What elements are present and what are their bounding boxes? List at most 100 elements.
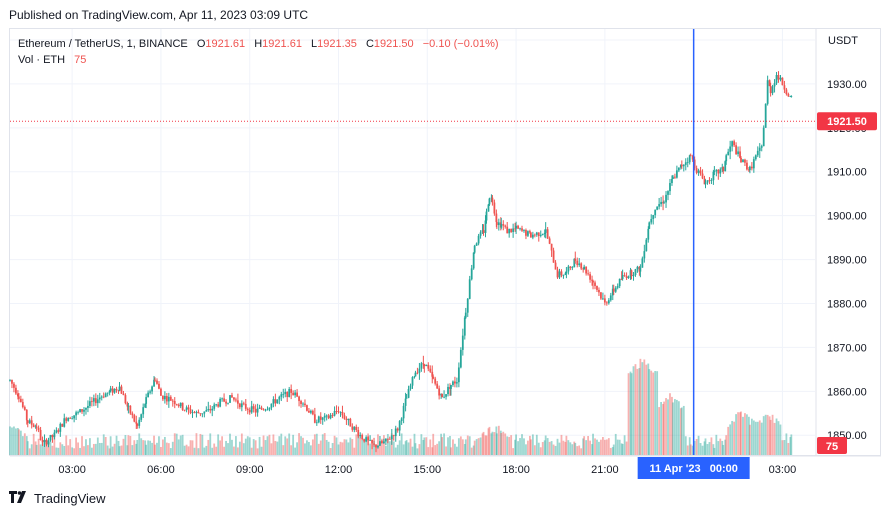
volume-bar bbox=[361, 439, 364, 455]
candle-body bbox=[580, 263, 583, 269]
volume-bar bbox=[286, 438, 289, 455]
candle-body bbox=[472, 252, 475, 269]
volume-bar bbox=[404, 441, 407, 455]
candle-body bbox=[592, 280, 594, 283]
candle-body bbox=[351, 426, 354, 430]
candle-body bbox=[636, 266, 639, 270]
candle-body bbox=[16, 393, 19, 397]
candle-body bbox=[369, 439, 371, 441]
y-tick-label: 1870.00 bbox=[827, 342, 867, 354]
candle-body bbox=[108, 390, 111, 393]
volume-bar bbox=[63, 445, 66, 455]
volume-bar bbox=[407, 442, 410, 455]
candle-body bbox=[140, 414, 143, 420]
volume-bar bbox=[195, 433, 198, 455]
volume-bar bbox=[165, 442, 168, 455]
candle-body bbox=[552, 250, 555, 263]
volume-bar bbox=[250, 447, 253, 455]
volume-bar bbox=[268, 434, 271, 455]
volume-bar bbox=[209, 433, 212, 455]
volume-bar bbox=[111, 446, 114, 455]
candle-body bbox=[490, 197, 493, 199]
volume-bar bbox=[373, 440, 375, 455]
candle-body bbox=[288, 389, 291, 397]
candle-body bbox=[282, 393, 285, 395]
volume-bar bbox=[83, 446, 85, 455]
volume-bar bbox=[789, 437, 792, 455]
candle-body bbox=[185, 407, 188, 411]
candle-body bbox=[120, 386, 123, 394]
candle-body bbox=[26, 420, 29, 424]
candle-body bbox=[688, 155, 691, 163]
candle-body bbox=[51, 434, 54, 438]
y-tick-label: 1900.00 bbox=[827, 211, 867, 223]
volume-bar bbox=[414, 443, 417, 455]
candle-body bbox=[616, 286, 619, 288]
candle-body bbox=[578, 263, 581, 266]
volume-bar bbox=[102, 434, 105, 455]
volume-bar bbox=[115, 435, 118, 455]
volume-bar bbox=[43, 439, 46, 455]
candle-body bbox=[567, 266, 570, 272]
candle-body bbox=[384, 438, 387, 442]
candle-body bbox=[466, 298, 469, 313]
candle-body bbox=[199, 413, 202, 415]
candle-body bbox=[525, 230, 527, 236]
volume-bar bbox=[425, 437, 428, 455]
candle-body bbox=[697, 170, 700, 173]
volume-bar bbox=[525, 444, 527, 455]
candle-body bbox=[92, 398, 95, 402]
candle-body bbox=[304, 403, 306, 406]
candle-body bbox=[165, 395, 168, 402]
last-volume-tag bbox=[817, 437, 847, 454]
volume-bar bbox=[61, 444, 64, 455]
candle-body bbox=[569, 266, 572, 268]
candle-body bbox=[477, 235, 480, 244]
candle-body bbox=[179, 402, 182, 407]
volume-bar bbox=[648, 369, 651, 455]
tradingview-logo-icon[interactable] bbox=[9, 491, 29, 506]
volume-bar bbox=[219, 440, 222, 455]
candle-body bbox=[539, 234, 542, 236]
candle-body bbox=[658, 204, 661, 207]
candle-body bbox=[252, 406, 255, 409]
candle-body bbox=[623, 275, 626, 276]
volume-bar bbox=[173, 433, 176, 455]
candle-body bbox=[79, 409, 81, 413]
candle-body bbox=[431, 371, 434, 377]
x-tick-label: 06:00 bbox=[147, 464, 175, 476]
volume-bar bbox=[558, 442, 561, 455]
candle-body bbox=[682, 164, 685, 167]
candle-body bbox=[591, 279, 593, 281]
volume-bar bbox=[264, 440, 267, 455]
candle-body bbox=[337, 411, 340, 412]
candle-body bbox=[425, 364, 428, 367]
volume-bar bbox=[94, 443, 97, 455]
volume-bar bbox=[319, 440, 322, 455]
candle-body bbox=[450, 384, 452, 389]
volume-bar bbox=[313, 434, 316, 455]
candle-body bbox=[562, 274, 565, 276]
candle-body bbox=[404, 398, 407, 406]
volume-bar bbox=[427, 447, 430, 455]
volume-bar bbox=[746, 414, 748, 455]
volume-bar bbox=[580, 448, 583, 455]
candle-body bbox=[238, 403, 241, 408]
volume-label[interactable]: Vol · ETH bbox=[18, 54, 66, 66]
candle-body bbox=[207, 408, 210, 411]
volume-bar bbox=[573, 441, 576, 455]
candle-body bbox=[487, 204, 490, 212]
volume-bar bbox=[457, 438, 460, 455]
volume-bar bbox=[473, 440, 476, 455]
candle-body bbox=[684, 162, 687, 165]
volume-bar bbox=[254, 440, 257, 455]
candle-body bbox=[127, 405, 130, 407]
volume-bar bbox=[541, 442, 544, 455]
candle-body bbox=[9, 379, 11, 381]
candle-body bbox=[750, 166, 753, 169]
symbol-label[interactable]: Ethereum / TetherUS, 1, BINANCE bbox=[18, 38, 188, 50]
candle-body bbox=[39, 429, 42, 441]
candle-body bbox=[677, 167, 680, 171]
volume-bar bbox=[475, 439, 478, 455]
